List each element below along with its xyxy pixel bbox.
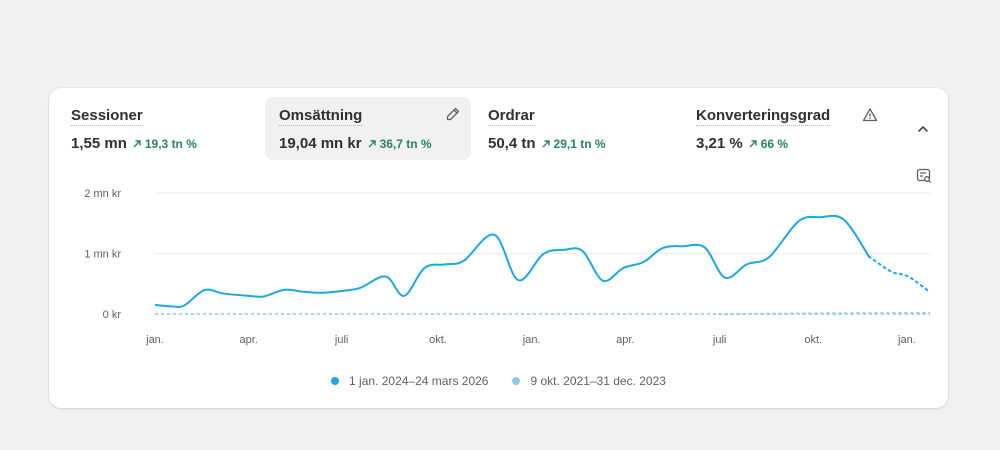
x-tick-label: juli — [334, 334, 348, 346]
metric-delta: 19,3 tn % — [133, 137, 197, 151]
pencil-icon[interactable] — [443, 104, 463, 124]
warning-triangle-icon[interactable] — [860, 105, 880, 125]
metric-tab-sessions[interactable]: Sessioner 1,55 mn 19,3 tn % — [57, 97, 257, 160]
y-tick-label: 2 mn kr — [84, 188, 121, 200]
x-tick-label: apr. — [239, 334, 257, 346]
metric-delta-text: 66 % — [760, 137, 789, 151]
series-comparison-tail — [718, 312, 931, 316]
metric-tab-conversion-rate[interactable]: Konverteringsgrad 3,21 % 66 % — [682, 97, 882, 160]
metric-label[interactable]: Konverteringsgrad — [696, 107, 831, 126]
metric-delta-text: 29,1 tn % — [553, 137, 606, 151]
x-tick-label: jan. — [522, 334, 541, 346]
y-tick-label: 1 mn kr — [84, 249, 121, 261]
revenue-line-chart: 2 mn kr 1 mn kr 0 kr jan. apr. juli okt. jan. ap… — [84, 188, 931, 346]
metric-value: 19,04 mn kr — [279, 135, 362, 152]
arrow-up-right-icon — [368, 140, 376, 148]
x-tick-label: jan. — [145, 334, 164, 346]
metric-delta-text: 19,3 tn % — [144, 137, 197, 151]
metric-value: 3,21 % — [696, 135, 743, 152]
x-tick-label: apr. — [616, 334, 634, 346]
arrow-up-right-icon — [749, 140, 757, 148]
series-current-line — [154, 214, 870, 309]
x-tick-label: okt. — [804, 334, 822, 346]
metric-tab-revenue[interactable]: Omsättning 19,04 mn kr 36,7 tn % — [265, 97, 471, 160]
metric-value: 1,55 mn — [71, 135, 127, 152]
x-tick-label: jan. — [897, 334, 916, 346]
metric-label[interactable]: Ordrar — [488, 107, 535, 126]
metric-label[interactable]: Omsättning — [279, 107, 363, 126]
metric-delta: 36,7 tn % — [368, 137, 432, 151]
chart-search-icon[interactable] — [914, 166, 934, 186]
legend-dot — [331, 377, 340, 385]
x-tick-label: okt. — [429, 334, 447, 346]
metric-delta: 29,1 tn % — [542, 137, 606, 151]
arrow-up-right-icon — [542, 140, 550, 148]
x-tick-label: juli — [712, 334, 726, 346]
legend-item-comparison-period[interactable]: 9 okt. 2021–31 dec. 2023 — [512, 374, 666, 388]
metric-label[interactable]: Sessioner — [71, 107, 143, 126]
metric-delta: 66 % — [749, 137, 788, 151]
arrow-up-right-icon — [133, 140, 141, 148]
legend-label: 1 jan. 2024–24 mars 2026 — [349, 374, 489, 388]
metric-delta-text: 36,7 tn % — [379, 137, 432, 151]
metric-tab-orders[interactable]: Ordrar 50,4 tn 29,1 tn % — [474, 97, 674, 160]
legend-label: 9 okt. 2021–31 dec. 2023 — [530, 374, 666, 388]
metric-value: 50,4 tn — [488, 135, 536, 152]
chart-legend: 1 jan. 2024–24 mars 2026 9 okt. 2021–31 … — [49, 374, 948, 388]
y-tick-label: 0 kr — [103, 309, 122, 321]
chevron-up-icon[interactable] — [913, 119, 933, 139]
series-current-projection — [867, 255, 931, 294]
sales-overview-card: Sessioner 1,55 mn 19,3 tn % Omsättning 1… — [49, 88, 948, 408]
legend-dot — [512, 377, 521, 385]
legend-item-current-period[interactable]: 1 jan. 2024–24 mars 2026 — [331, 374, 488, 388]
